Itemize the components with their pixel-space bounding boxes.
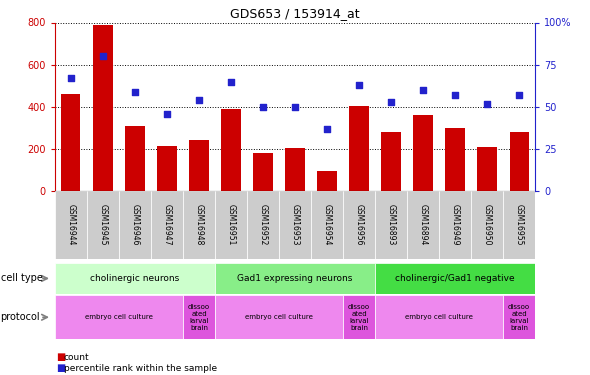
Bar bbox=[382, 132, 401, 191]
Text: embryo cell culture: embryo cell culture bbox=[245, 314, 313, 320]
Text: cholinergic/Gad1 negative: cholinergic/Gad1 negative bbox=[395, 274, 515, 283]
Bar bbox=[183, 191, 215, 259]
Point bbox=[483, 100, 492, 106]
Point bbox=[514, 92, 524, 98]
Point bbox=[194, 97, 204, 103]
Bar bbox=[375, 191, 407, 259]
Bar bbox=[151, 191, 183, 259]
Text: cholinergic neurons: cholinergic neurons bbox=[90, 274, 179, 283]
Bar bbox=[407, 191, 439, 259]
Bar bbox=[253, 153, 273, 191]
Point bbox=[98, 53, 107, 59]
Bar bbox=[343, 191, 375, 259]
Bar bbox=[311, 191, 343, 259]
Bar bbox=[510, 132, 529, 191]
Text: GSM16953: GSM16953 bbox=[290, 204, 300, 246]
Point bbox=[258, 104, 268, 110]
Text: GSM16952: GSM16952 bbox=[258, 204, 267, 246]
Point bbox=[66, 75, 76, 81]
Bar bbox=[189, 140, 208, 191]
Bar bbox=[215, 191, 247, 259]
Bar bbox=[55, 262, 215, 294]
Point bbox=[450, 92, 460, 98]
Point bbox=[290, 104, 300, 110]
Text: dissoo
ated
larval
brain: dissoo ated larval brain bbox=[188, 304, 210, 331]
Bar bbox=[55, 191, 87, 259]
Text: GSM16951: GSM16951 bbox=[227, 204, 235, 246]
Text: dissoo
ated
larval
brain: dissoo ated larval brain bbox=[348, 304, 370, 331]
Bar bbox=[343, 295, 375, 339]
Bar bbox=[414, 116, 432, 191]
Point bbox=[355, 82, 364, 88]
Text: GSM16944: GSM16944 bbox=[67, 204, 76, 246]
Bar bbox=[87, 191, 119, 259]
Bar bbox=[375, 262, 535, 294]
Text: protocol: protocol bbox=[1, 312, 40, 322]
Bar bbox=[477, 147, 497, 191]
Text: GSM16945: GSM16945 bbox=[99, 204, 107, 246]
Bar bbox=[279, 191, 311, 259]
Text: GSM16893: GSM16893 bbox=[386, 204, 395, 246]
Text: Gad1 expressing neurons: Gad1 expressing neurons bbox=[237, 274, 353, 283]
Bar bbox=[125, 126, 145, 191]
Point bbox=[386, 99, 396, 105]
Bar bbox=[119, 191, 151, 259]
Text: GSM16956: GSM16956 bbox=[355, 204, 363, 246]
Point bbox=[130, 89, 140, 95]
Text: GSM16954: GSM16954 bbox=[323, 204, 332, 246]
Text: cell type: cell type bbox=[1, 273, 42, 284]
Bar bbox=[55, 295, 183, 339]
Text: GSM16955: GSM16955 bbox=[514, 204, 523, 246]
Bar bbox=[183, 295, 215, 339]
Text: ■: ■ bbox=[56, 352, 65, 362]
Bar bbox=[93, 25, 113, 191]
Text: GSM16894: GSM16894 bbox=[418, 204, 428, 246]
Bar bbox=[375, 295, 503, 339]
Bar bbox=[471, 191, 503, 259]
Bar bbox=[247, 191, 279, 259]
Bar bbox=[286, 148, 304, 191]
Bar bbox=[445, 128, 465, 191]
Bar bbox=[215, 295, 343, 339]
Text: GSM16950: GSM16950 bbox=[483, 204, 491, 246]
Text: count: count bbox=[64, 352, 89, 362]
Text: percentile rank within the sample: percentile rank within the sample bbox=[64, 364, 217, 373]
Title: GDS653 / 153914_at: GDS653 / 153914_at bbox=[230, 7, 360, 20]
Text: ■: ■ bbox=[56, 363, 65, 373]
Text: embryo cell culture: embryo cell culture bbox=[405, 314, 473, 320]
Text: dissoo
ated
larval
brain: dissoo ated larval brain bbox=[508, 304, 530, 331]
Point bbox=[226, 79, 235, 85]
Text: GSM16947: GSM16947 bbox=[162, 204, 172, 246]
Bar bbox=[317, 171, 337, 191]
Bar bbox=[439, 191, 471, 259]
Text: GSM16946: GSM16946 bbox=[130, 204, 139, 246]
Point bbox=[162, 111, 172, 117]
Bar bbox=[215, 262, 375, 294]
Bar bbox=[503, 191, 535, 259]
Text: embryo cell culture: embryo cell culture bbox=[85, 314, 153, 320]
Point bbox=[322, 126, 332, 132]
Text: GSM16949: GSM16949 bbox=[451, 204, 460, 246]
Bar bbox=[158, 146, 176, 191]
Bar bbox=[221, 109, 241, 191]
Text: GSM16948: GSM16948 bbox=[195, 204, 204, 246]
Bar bbox=[503, 295, 535, 339]
Bar bbox=[61, 94, 80, 191]
Bar bbox=[349, 106, 369, 191]
Point bbox=[418, 87, 428, 93]
